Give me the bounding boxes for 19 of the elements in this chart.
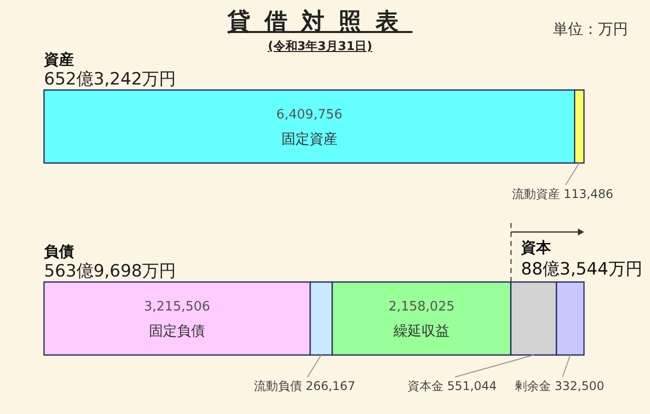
total-label: 652億3,242万円 [44,69,176,90]
annotation: 資本 [520,238,552,257]
series-label: 固定負債 [149,324,206,340]
text: 貸借対照表 [226,8,414,37]
text: 資本金 551,044 [407,379,497,394]
text: (令和3年3月31日) [266,38,374,55]
series-label: 固定資産 [281,131,338,148]
text: 剰余金 332,500 [514,379,604,394]
total-label: 563億9,698万円 [44,262,176,282]
annotation: 88億3,544万円 [521,260,642,280]
text: 流動資産 113,486 [512,186,614,201]
annotation: 単位：万円 [553,20,628,39]
y-tick-label: 負債 [44,242,74,261]
data-label: 6,409,756 [276,107,342,122]
text: 流動負債 266,167 [254,379,356,394]
data-label: 3,215,506 [144,300,210,315]
y-tick-label: 資産 [43,50,74,68]
data-label: 2,158,025 [388,300,455,315]
series-label: 繰延収益 [392,324,450,340]
